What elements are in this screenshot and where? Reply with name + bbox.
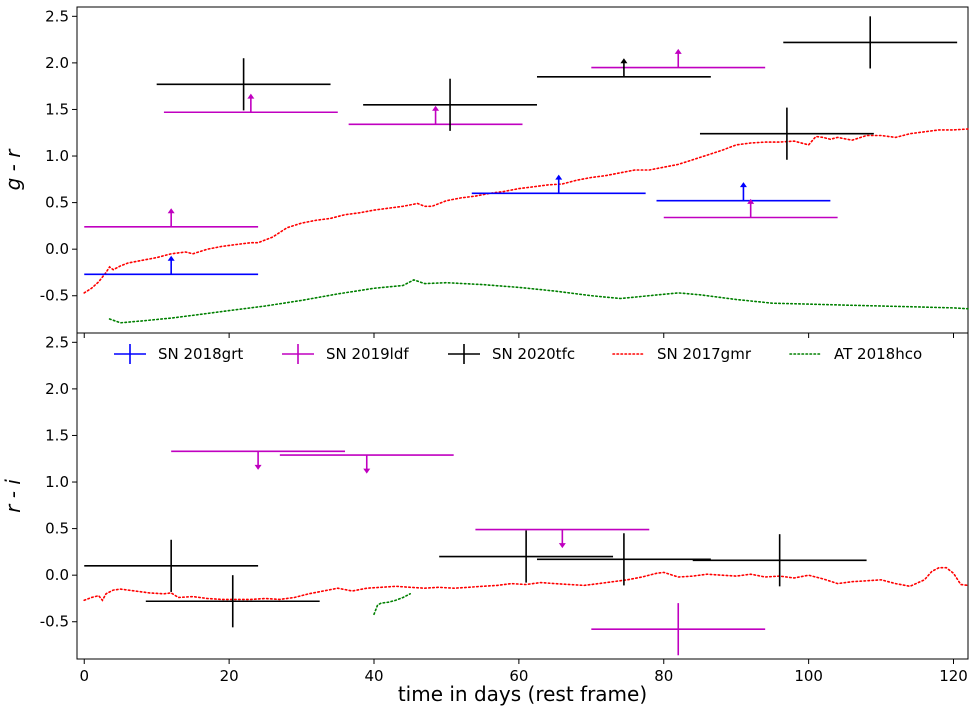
y-axis-label-r-i: r - i xyxy=(1,479,25,513)
point-sn-2019ldf-g-r xyxy=(348,105,523,126)
legend-item-sn-2019ldf: SN 2019ldf xyxy=(282,344,409,364)
curve-sn-2017gmr-g-r xyxy=(83,128,969,294)
x-tick-label: 100 xyxy=(794,667,823,685)
point-sn-2020tfc-r-i xyxy=(84,539,259,592)
point-sn-2020tfc-r-i xyxy=(145,575,320,628)
point-sn-2019ldf-g-r xyxy=(591,48,766,69)
y-tick-label-g-r: 2.0 xyxy=(45,54,69,72)
point-sn-2019ldf-r-i xyxy=(279,454,454,474)
x-tick-label: 80 xyxy=(654,667,673,685)
y-tick-label-g-r: 0.0 xyxy=(45,240,69,258)
y-tick-label-g-r: 2.5 xyxy=(45,7,69,25)
curve-at-2018hco-r-i xyxy=(373,592,412,616)
legend-label: SN 2017gmr xyxy=(657,345,752,363)
x-axis-label: time in days (rest frame) xyxy=(398,682,647,706)
y-tick-label-r-i: 2.0 xyxy=(45,380,69,398)
y-tick-label-r-i: 1.0 xyxy=(45,473,69,491)
point-sn-2019ldf-g-r xyxy=(663,198,838,219)
y-tick-label-r-i: 2.5 xyxy=(45,333,69,351)
y-tick-label-g-r: 1.5 xyxy=(45,100,69,118)
x-tick-label: 40 xyxy=(364,667,383,685)
point-sn-2019ldf-r-i xyxy=(475,528,650,549)
y-axis-label-g-r: g - r xyxy=(1,148,25,191)
point-sn-2020tfc-g-r xyxy=(783,16,958,69)
point-sn-2020tfc-g-r xyxy=(156,58,331,111)
y-tick-label-r-i: 1.5 xyxy=(45,426,69,444)
legend-item-sn-2017gmr: SN 2017gmr xyxy=(612,345,752,363)
y-tick-label-g-r: -0.5 xyxy=(40,287,69,305)
x-tick-label: 60 xyxy=(509,667,528,685)
point-sn-2020tfc-r-i xyxy=(439,530,614,583)
r-i-panel: -0.5 0.0 0.5 1.0 1.5 2.0 2.5 0 20 40 60 80 100 120 xyxy=(40,332,969,685)
curve-at-2018hco-g-r xyxy=(108,279,969,324)
point-sn-2019ldf-r-i xyxy=(591,603,766,656)
point-sn-2019ldf-g-r xyxy=(163,93,338,114)
plot-frame-g-r xyxy=(76,6,969,334)
curve-sn-2017gmr-r-i xyxy=(83,566,969,602)
point-sn-2020tfc-r-i xyxy=(536,533,711,586)
legend-item-sn-2018grt: SN 2018grt xyxy=(114,344,243,364)
point-sn-2020tfc-g-r xyxy=(536,58,711,78)
point-sn-2019ldf-r-i xyxy=(171,450,346,470)
point-sn-2018grt-g-r xyxy=(656,182,831,202)
y-tick-label-r-i: 0.0 xyxy=(45,566,69,584)
point-sn-2018grt-g-r xyxy=(84,255,259,276)
plot-frame-r-i xyxy=(76,332,969,660)
y-tick-label-r-i: -0.5 xyxy=(40,613,69,631)
legend: SN 2018grt SN 2019ldf SN 2020tfc SN 2017gmr… xyxy=(114,344,922,364)
point-sn-2020tfc-g-r xyxy=(363,78,537,131)
legend-item-sn-2020tfc: SN 2020tfc xyxy=(448,344,575,364)
y-tick-label-r-i: 0.5 xyxy=(45,520,69,538)
legend-label: SN 2019ldf xyxy=(326,345,409,363)
y-tick-label-g-r: 1.0 xyxy=(45,147,69,165)
legend-label: SN 2020tfc xyxy=(492,345,575,363)
point-sn-2020tfc-g-r xyxy=(699,107,874,160)
x-tick-label: 20 xyxy=(220,667,239,685)
point-sn-2019ldf-g-r xyxy=(84,208,259,228)
point-sn-2018grt-g-r xyxy=(471,174,646,195)
legend-item-at-2018hco: AT 2018hco xyxy=(789,345,922,363)
legend-label: AT 2018hco xyxy=(834,345,922,363)
y-tick-label-g-r: 0.5 xyxy=(45,194,69,212)
point-sn-2020tfc-r-i xyxy=(692,534,867,587)
g-r-panel: -0.5 0.0 0.5 1.0 1.5 2.0 2.5 xyxy=(40,6,969,338)
x-tick-label: 0 xyxy=(79,667,89,685)
x-tick-label: 120 xyxy=(939,667,968,685)
legend-label: SN 2018grt xyxy=(158,345,243,363)
